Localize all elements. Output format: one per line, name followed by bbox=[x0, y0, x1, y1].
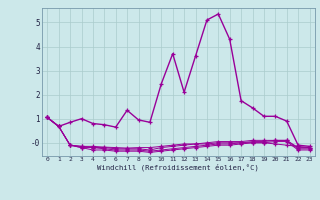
X-axis label: Windchill (Refroidissement éolien,°C): Windchill (Refroidissement éolien,°C) bbox=[98, 164, 259, 171]
